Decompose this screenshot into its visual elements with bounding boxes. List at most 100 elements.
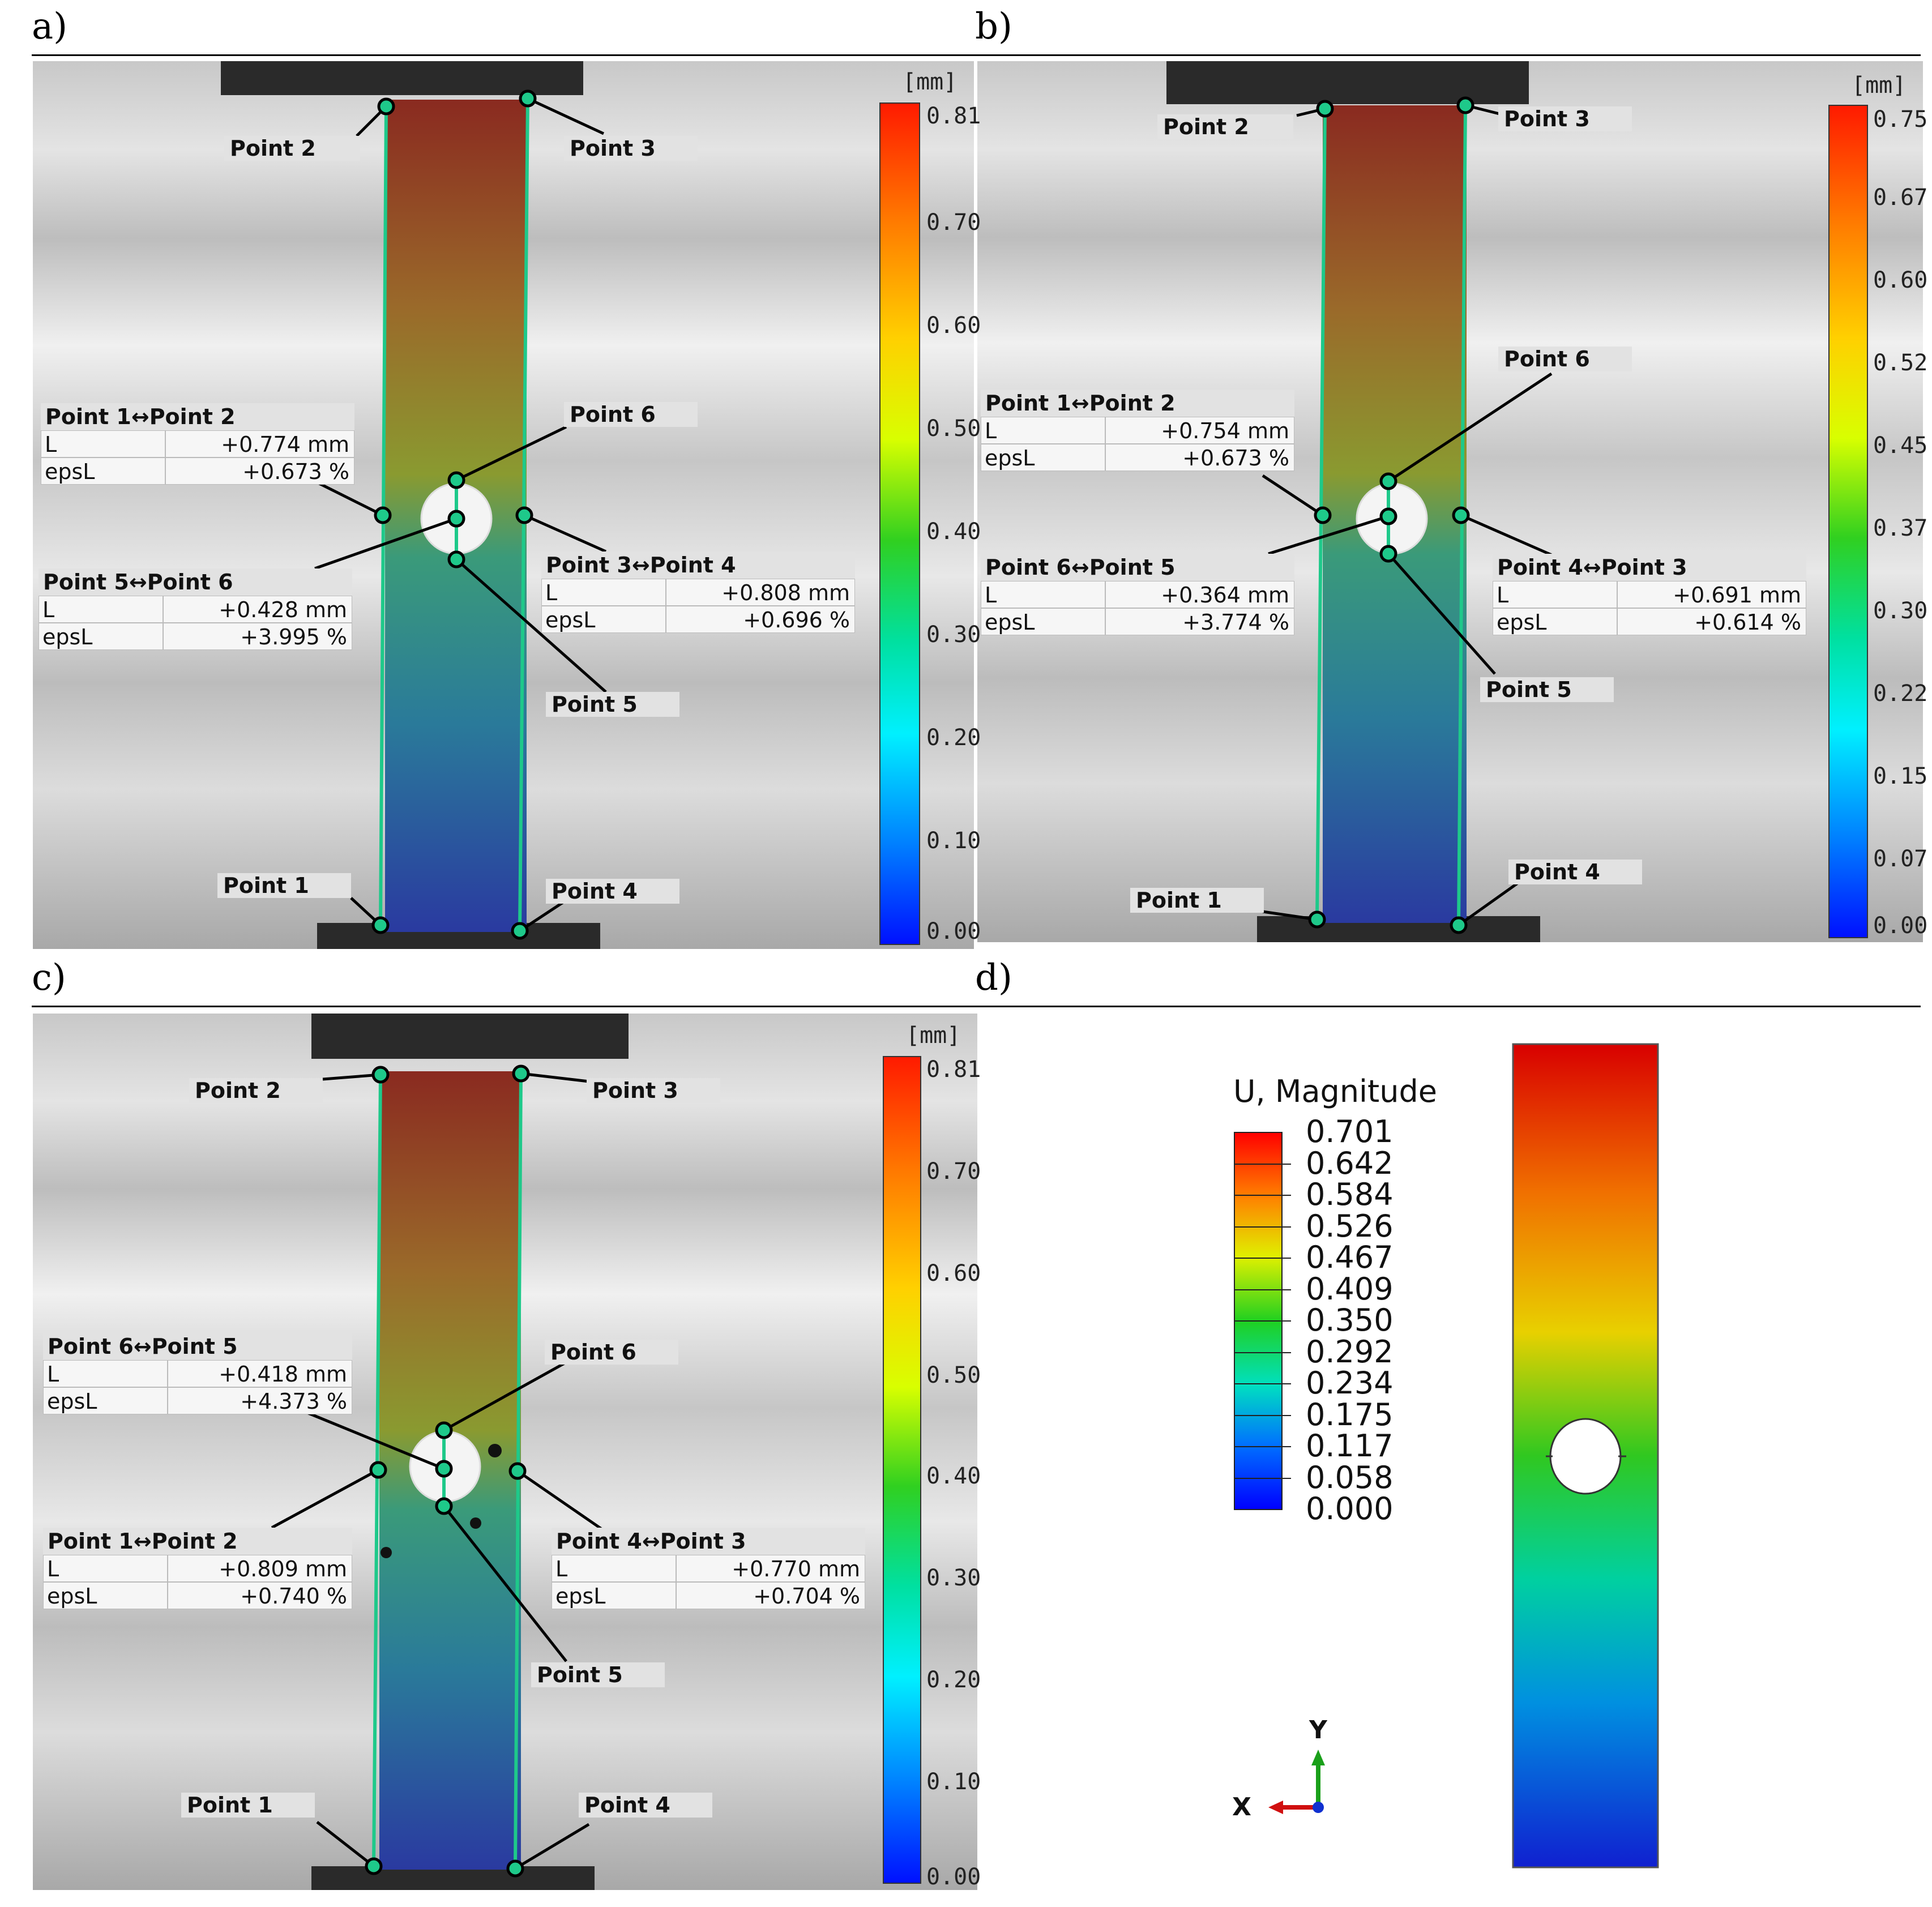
table-title: Point 1↔Point 2	[981, 390, 1294, 417]
table-key: epsL	[39, 623, 163, 650]
panel-d-fe-model	[1234, 1043, 1659, 1868]
a-point-5-label: Point 5	[546, 692, 679, 717]
table-key: L	[552, 1555, 676, 1582]
table-key: epsL	[541, 606, 666, 633]
a-table-5-6: Point 5↔Point 6 L +0.428 mm epsL +3.995 %	[39, 568, 352, 650]
panel-b-letter: b)	[975, 6, 1012, 48]
table-value: +0.691 mm	[1617, 581, 1806, 608]
b-colorbar-tick: 0.45	[1873, 433, 1928, 459]
b-colorbar-tick: 0.52	[1873, 350, 1928, 376]
table-value: +0.754 mm	[1105, 417, 1294, 444]
b-colorbar-unit: [mm]	[1852, 72, 1907, 99]
d-legend-tick: 0.409	[1306, 1271, 1394, 1307]
panel-a-letter: a)	[32, 6, 68, 48]
table-title: Point 3↔Point 4	[541, 551, 855, 579]
a-colorbar-tick: 0.30	[926, 622, 981, 648]
table-key: L	[41, 430, 165, 457]
table-value: +0.428 mm	[163, 596, 352, 623]
a-colorbar-tick: 0.10	[926, 828, 981, 854]
c-colorbar-tick: 0.40	[926, 1463, 981, 1489]
table-key: epsL	[41, 457, 165, 485]
table-key: L	[43, 1555, 168, 1582]
table-key: L	[39, 596, 163, 623]
b-colorbar-tick: 0.00	[1873, 913, 1928, 939]
b-point-3-label: Point 3	[1498, 106, 1632, 131]
table-title: Point 1↔Point 2	[41, 403, 354, 430]
b-point-2-label: Point 2	[1157, 114, 1293, 139]
panel-d-letter: d)	[975, 957, 1012, 999]
c-colorbar-tick: 0.20	[926, 1667, 981, 1693]
a-point-4-label: Point 4	[546, 879, 679, 904]
table-title: Point 6↔Point 5	[981, 554, 1294, 581]
a-colorbar-tick: 0.70	[926, 209, 981, 236]
a-colorbar-tick: 0.60	[926, 313, 981, 339]
c-table-1-2: Point 1↔Point 2 L +0.809 mm epsL +0.740 %	[43, 1528, 352, 1609]
table-title: Point 4↔Point 3	[1493, 554, 1806, 581]
table-key: epsL	[981, 608, 1105, 635]
a-table-1-2: Point 1↔Point 2 L +0.774 mm epsL +0.673 %	[41, 403, 354, 485]
a-colorbar-tick: 0.50	[926, 416, 981, 442]
d-legend-tick: 0.175	[1306, 1397, 1394, 1433]
table-value: +0.704 %	[676, 1582, 865, 1609]
a-point-1-label: Point 1	[217, 873, 351, 898]
b-colorbar-tick: 0.22	[1873, 681, 1928, 707]
table-key: L	[981, 581, 1105, 608]
table-key: epsL	[43, 1582, 168, 1609]
c-table-4-3: Point 4↔Point 3 L +0.770 mm epsL +0.704 %	[552, 1528, 865, 1609]
d-legend-tick: 0.467	[1306, 1239, 1394, 1275]
d-legend-tick: 0.292	[1306, 1334, 1394, 1370]
c-table-6-5: Point 6↔Point 5 L +0.418 mm epsL +4.373 %	[43, 1333, 352, 1414]
table-key: epsL	[1493, 608, 1617, 635]
d-legend-tick: 0.701	[1306, 1114, 1394, 1149]
d-legend-tick: 0.642	[1306, 1145, 1394, 1181]
table-value: +4.373 %	[168, 1387, 352, 1414]
b-colorbar-tick: 0.15	[1873, 763, 1928, 789]
d-legend-tick: 0.117	[1306, 1428, 1394, 1464]
b-colorbar-tick: 0.37	[1873, 515, 1928, 541]
panel-c-image	[33, 1014, 977, 1890]
a-colorbar-tick: 0.20	[926, 725, 981, 751]
panel-b-rule	[975, 54, 1921, 56]
d-legend-tick: 0.000	[1306, 1491, 1394, 1527]
c-colorbar-tick: 0.30	[926, 1565, 981, 1591]
c-point-5-label: Point 5	[531, 1662, 665, 1687]
panel-c-letter: c)	[32, 957, 66, 999]
table-value: +0.809 mm	[168, 1555, 352, 1582]
b-colorbar-tick: 0.60	[1873, 267, 1928, 293]
b-table-6-5: Point 6↔Point 5 L +0.364 mm epsL +3.774 %	[981, 554, 1294, 635]
axis-triad	[1268, 1750, 1325, 1814]
c-colorbar-tick: 0.81	[926, 1057, 981, 1083]
table-value: +0.418 mm	[168, 1360, 352, 1387]
table-key: epsL	[981, 444, 1105, 471]
c-point-6-label: Point 6	[545, 1340, 678, 1365]
b-colorbar-tick: 0.67	[1873, 185, 1928, 211]
panel-a-image	[33, 61, 974, 949]
b-table-1-2: Point 1↔Point 2 L +0.754 mm epsL +0.673 %	[981, 390, 1294, 471]
c-point-2-label: Point 2	[189, 1078, 323, 1103]
table-title: Point 5↔Point 6	[39, 568, 352, 596]
table-value: +0.770 mm	[676, 1555, 865, 1582]
b-colorbar-tick: 0.75	[1873, 106, 1928, 132]
b-point-4-label: Point 4	[1508, 860, 1642, 884]
table-key: L	[43, 1360, 168, 1387]
table-title: Point 1↔Point 2	[43, 1528, 352, 1555]
table-title: Point 4↔Point 3	[552, 1528, 865, 1555]
a-point-6-label: Point 6	[564, 402, 698, 427]
d-legend-tick: 0.350	[1306, 1302, 1394, 1338]
b-point-1-label: Point 1	[1130, 888, 1264, 913]
b-colorbar-tick: 0.30	[1873, 598, 1928, 624]
table-value: +0.696 %	[666, 606, 855, 633]
d-legend-tick: 0.526	[1306, 1208, 1394, 1244]
table-value: +0.740 %	[168, 1582, 352, 1609]
table-value: +3.995 %	[163, 623, 352, 650]
table-value: +0.774 mm	[165, 430, 354, 457]
c-colorbar-tick: 0.70	[926, 1158, 981, 1185]
table-value: +0.808 mm	[666, 579, 855, 606]
b-table-4-3: Point 4↔Point 3 L +0.691 mm epsL +0.614 %	[1493, 554, 1806, 635]
panel-a-rule	[32, 54, 977, 56]
table-key: L	[541, 579, 666, 606]
table-value: +0.673 %	[1105, 444, 1294, 471]
table-value: +0.364 mm	[1105, 581, 1294, 608]
table-value: +3.774 %	[1105, 608, 1294, 635]
